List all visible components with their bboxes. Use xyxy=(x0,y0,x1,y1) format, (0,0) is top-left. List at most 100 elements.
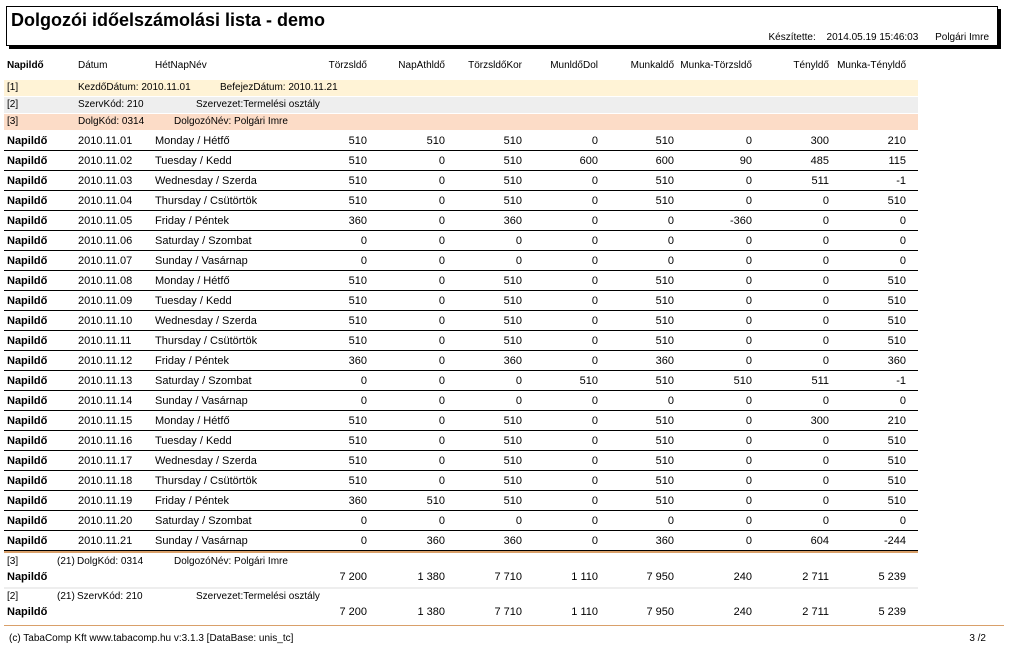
row-napathido: 0 xyxy=(438,395,445,407)
column-header-row: Napildő Dátum HétNapNév Törzsldő NapÁthl… xyxy=(0,60,1009,74)
row-munka-torzsido: 0 xyxy=(745,535,752,547)
row-munkaido: 510 xyxy=(655,135,674,147)
band-org-code: SzervKód: 210 xyxy=(78,99,144,110)
row-torzsidokor: 510 xyxy=(503,495,522,507)
summary-org-code: SzervKód: 210 xyxy=(77,591,143,602)
summary-torzsidokor: 7 710 xyxy=(494,571,522,583)
summary-employee: [3] (21) DolgKód: 0314 DolgozóNév: Polgá… xyxy=(0,551,1009,589)
row-munka-torzsido: 90 xyxy=(739,155,752,167)
row-munka-torzsido: 0 xyxy=(745,395,752,407)
summary-munka-tenyido: 5 239 xyxy=(878,606,906,618)
summary-tag: [3] xyxy=(7,556,19,567)
col-header-hetnapnev: HétNapNév xyxy=(155,60,207,71)
summary-divider xyxy=(4,587,918,589)
row-napathido: 510 xyxy=(426,135,445,147)
row-torzsidokor: 510 xyxy=(503,195,522,207)
row-day-name: Thursday / Csütörtök xyxy=(155,475,258,487)
row-munkaido: 510 xyxy=(655,295,674,307)
band-end-date: BefejezDátum: 2010.11.21 xyxy=(220,82,338,93)
row-day-name: Monday / Hétfő xyxy=(155,275,230,287)
row-munka-tenyido: 510 xyxy=(887,295,906,307)
author-name: Polgári Imre xyxy=(935,32,989,43)
row-label: Napildő xyxy=(7,435,48,447)
row-munidodol: 0 xyxy=(591,215,598,227)
row-label: Napildő xyxy=(7,455,48,467)
row-tenyido: 0 xyxy=(822,195,829,207)
row-munka-torzsido: 0 xyxy=(745,475,752,487)
table-row: Napildő 2010.11.12 Friday / Péntek 360 0 360 0… xyxy=(0,351,1009,371)
summary-divider xyxy=(4,551,918,553)
row-munka-tenyido: 0 xyxy=(899,515,906,527)
row-day-name: Saturday / Szombat xyxy=(155,235,252,247)
summary-munka-torzsido: 240 xyxy=(733,571,752,583)
row-munkaido: 360 xyxy=(655,535,674,547)
row-date: 2010.11.19 xyxy=(78,495,133,507)
row-munidodol: 0 xyxy=(591,355,598,367)
row-torzsido: 0 xyxy=(360,515,367,527)
col-header-munka-tenyido: Munka-Tényldő xyxy=(837,60,906,71)
row-tenyido: 0 xyxy=(822,235,829,247)
row-munka-tenyido: 115 xyxy=(888,155,906,167)
table-row: Napildő 2010.11.16 Tuesday / Kedd 510 0 510 0 5… xyxy=(0,431,1009,451)
row-torzsidokor: 510 xyxy=(503,135,522,147)
row-munkaido: 510 xyxy=(655,175,674,187)
summary-count: (21) xyxy=(57,556,75,567)
row-munidodol: 0 xyxy=(591,535,598,547)
footer-divider xyxy=(4,625,1004,626)
row-torzsidokor: 510 xyxy=(503,315,522,327)
row-tenyido: 0 xyxy=(822,435,829,447)
row-tenyido: 511 xyxy=(811,175,829,187)
row-torzsido: 510 xyxy=(348,195,367,207)
row-torzsido: 510 xyxy=(348,315,367,327)
row-napathido: 0 xyxy=(438,515,445,527)
row-day-name: Thursday / Csütörtök xyxy=(155,195,258,207)
row-torzsidokor: 510 xyxy=(503,295,522,307)
summary-napathido: 1 380 xyxy=(417,571,445,583)
band-tag: [2] xyxy=(7,99,19,110)
row-torzsidokor: 0 xyxy=(515,235,522,247)
row-munidodol: 0 xyxy=(591,415,598,427)
summary-napathido: 1 380 xyxy=(417,606,445,618)
row-torzsidokor: 0 xyxy=(515,395,522,407)
table-row: Napildő 2010.11.05 Friday / Péntek 360 0 360 0… xyxy=(0,211,1009,231)
summary-employee-name: DolgozóNév: Polgári Imre xyxy=(174,556,288,567)
row-munkaido: 510 xyxy=(655,455,674,467)
summary-tenyido: 2 711 xyxy=(802,606,829,618)
row-munidodol: 510 xyxy=(579,375,598,387)
table-row: Napildő 2010.11.03 Wednesday / Szerda 510 0 5… xyxy=(0,171,1009,191)
row-torzsidokor: 0 xyxy=(515,255,522,267)
row-torzsidokor: 0 xyxy=(515,375,522,387)
summary-munkaido: 7 950 xyxy=(646,571,674,583)
row-napathido: 0 xyxy=(438,375,445,387)
row-torzsidokor: 510 xyxy=(503,155,522,167)
row-munidodol: 0 xyxy=(591,275,598,287)
row-munidodol: 0 xyxy=(591,135,598,147)
band-org-name: Szervezet:Termelési osztály xyxy=(196,99,320,110)
row-date: 2010.11.02 xyxy=(78,155,133,167)
row-torzsido: 0 xyxy=(360,235,367,247)
row-tenyido: 0 xyxy=(822,495,829,507)
summary-torzsido: 7 200 xyxy=(339,606,367,618)
row-torzsido: 510 xyxy=(348,455,367,467)
row-munka-torzsido: 0 xyxy=(745,315,752,327)
band-employee-name: DolgozóNév: Polgári Imre xyxy=(174,116,288,127)
row-torzsido: 360 xyxy=(348,495,367,507)
table-row: Napildő 2010.11.17 Wednesday / Szerda 510 0 5… xyxy=(0,451,1009,471)
row-date: 2010.11.07 xyxy=(78,255,133,267)
row-label: Napildő xyxy=(7,295,48,307)
row-napathido: 0 xyxy=(438,195,445,207)
table-row: Napildő 2010.11.21 Sunday / Vasárnap 0 360 36… xyxy=(0,531,1009,551)
row-date: 2010.11.18 xyxy=(78,475,133,487)
row-label: Napildő xyxy=(7,235,48,247)
table-row: Napildő 2010.11.10 Wednesday / Szerda 510 0 5… xyxy=(0,311,1009,331)
col-header-napildo: Napildő xyxy=(7,60,44,71)
row-munka-tenyido: 510 xyxy=(887,475,906,487)
table-row: Napildő 2010.11.09 Tuesday / Kedd 510 0 510 0 5… xyxy=(0,291,1009,311)
row-label: Napildő xyxy=(7,415,48,427)
row-napathido: 0 xyxy=(438,415,445,427)
row-date: 2010.11.05 xyxy=(78,215,133,227)
row-munka-tenyido: 510 xyxy=(887,315,906,327)
table-row: Napildő 2010.11.19 Friday / Péntek 360 510 51… xyxy=(0,491,1009,511)
row-torzsido: 510 xyxy=(348,335,367,347)
row-label: Napildő xyxy=(7,515,48,527)
